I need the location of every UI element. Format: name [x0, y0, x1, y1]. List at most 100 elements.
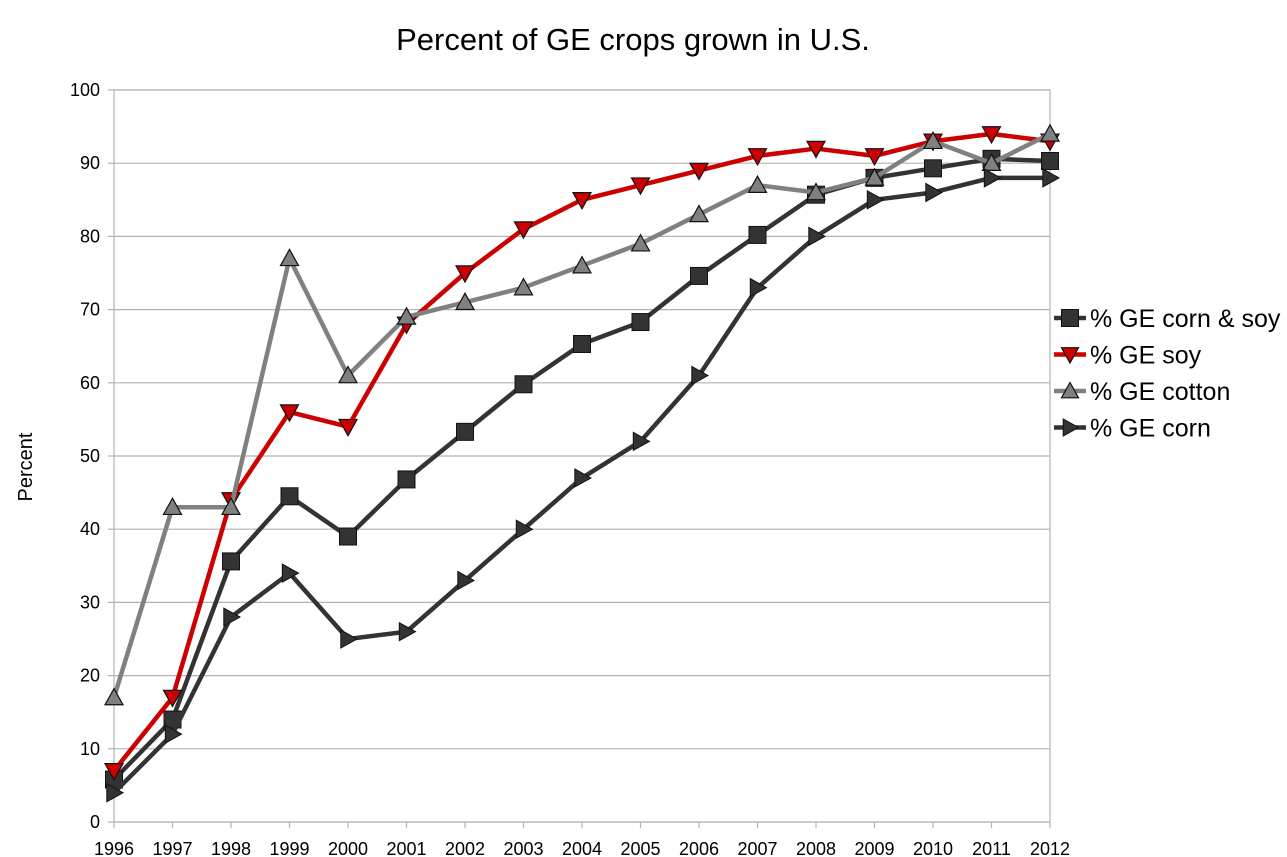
data-point: [574, 468, 593, 488]
series-4: [106, 167, 1061, 803]
y-tick-label: 70: [80, 300, 100, 320]
data-point: [1041, 152, 1059, 171]
y-tick-label: 60: [80, 373, 100, 393]
x-tick-label: 1999: [269, 839, 309, 857]
y-tick-label: 30: [80, 592, 100, 612]
data-point: [281, 563, 300, 583]
chart-title: Percent of GE crops grown in U.S.: [396, 22, 870, 57]
series-1: [105, 149, 1059, 789]
data-point: [454, 292, 476, 311]
data-point: [454, 265, 476, 284]
data-point: [514, 375, 533, 394]
data-point: [924, 159, 942, 178]
data-point: [515, 519, 534, 540]
data-point: [340, 629, 359, 649]
data-point: [337, 418, 359, 437]
x-tick-label: 2004: [562, 839, 602, 857]
data-point: [632, 431, 651, 452]
data-point: [747, 148, 768, 167]
legend-item-3: % GE cotton: [1054, 378, 1230, 406]
data-point: [747, 174, 768, 193]
data-point: [631, 313, 650, 332]
data-point: [922, 131, 944, 150]
y-tick-label: 50: [80, 446, 100, 466]
series-2: [103, 126, 1061, 781]
legend-marker: [1062, 418, 1080, 437]
data-point: [749, 277, 768, 298]
data-point: [457, 570, 476, 591]
data-point: [981, 152, 1002, 171]
x-tick-label: 2005: [620, 839, 660, 857]
y-tick-label: 0: [90, 812, 100, 832]
series-line: [112, 156, 1051, 782]
data-point: [279, 404, 300, 423]
legend-marker: [1060, 347, 1080, 365]
data-point: [748, 225, 767, 244]
y-tick-label: 40: [80, 519, 100, 539]
x-tick-label: 1996: [94, 839, 134, 857]
legend: % GE corn & soy % GE soy % GE cotton % GE c…: [1054, 305, 1281, 443]
y-axis-label: Percent: [15, 432, 37, 501]
data-point: [398, 621, 417, 642]
data-point: [925, 182, 944, 203]
data-point: [339, 527, 357, 546]
data-point: [805, 140, 827, 159]
x-tick-label: 2009: [854, 839, 894, 857]
y-tick-label: 20: [80, 666, 100, 686]
data-point: [630, 177, 651, 196]
x-tick-label: 1997: [152, 839, 192, 857]
data-point: [571, 255, 593, 274]
series-group: [103, 123, 1061, 803]
legend-label: % GE corn & soy: [1090, 305, 1281, 333]
data-point: [164, 724, 183, 745]
axes: 0 10 20 30 40 50 60 70 80 90 100 1996 1997 1998 1999 20…: [70, 80, 1070, 857]
data-point: [220, 497, 242, 516]
legend-label: % GE corn: [1090, 415, 1211, 443]
data-point: [630, 233, 651, 252]
x-tick-label: 2006: [679, 839, 719, 857]
x-tick-label: 2010: [913, 839, 953, 857]
data-point: [223, 607, 242, 627]
data-point: [1039, 123, 1061, 142]
y-tick-label: 10: [80, 739, 100, 759]
x-tick-label: 2001: [386, 839, 426, 857]
legend-label: % GE soy: [1090, 342, 1202, 370]
x-tick-label: 2011: [972, 839, 1011, 857]
data-point: [162, 497, 183, 516]
data-point: [573, 335, 591, 354]
series-3: [103, 123, 1061, 706]
data-point: [162, 689, 183, 708]
data-point: [279, 248, 300, 267]
data-point: [280, 487, 299, 506]
data-point: [337, 365, 359, 384]
data-point: [864, 148, 885, 167]
x-tick-label: 2002: [445, 839, 485, 857]
series-line: [111, 131, 1052, 699]
data-point: [983, 167, 1002, 188]
data-point: [981, 126, 1002, 145]
data-point: [808, 226, 827, 247]
data-point: [397, 470, 416, 489]
data-point: [106, 782, 125, 803]
data-point: [103, 762, 125, 781]
data-point: [805, 182, 827, 201]
x-tick-label: 1998: [211, 839, 251, 857]
data-point: [456, 422, 474, 441]
y-tick-label: 90: [80, 153, 100, 173]
x-tick-label: 2000: [328, 839, 368, 857]
data-point: [688, 162, 710, 181]
data-point: [222, 552, 240, 571]
x-tick-label: 2003: [503, 839, 543, 857]
data-point: [103, 687, 125, 706]
data-point: [396, 306, 417, 325]
data-point: [691, 365, 710, 386]
data-point: [690, 266, 708, 285]
y-tick-label: 80: [80, 226, 100, 246]
legend-marker: [1060, 381, 1080, 399]
data-point: [864, 167, 885, 186]
legend-item-1: % GE corn & soy: [1054, 305, 1281, 333]
data-point: [571, 192, 593, 211]
data-point: [866, 189, 885, 210]
legend-item-2: % GE soy: [1054, 342, 1202, 370]
